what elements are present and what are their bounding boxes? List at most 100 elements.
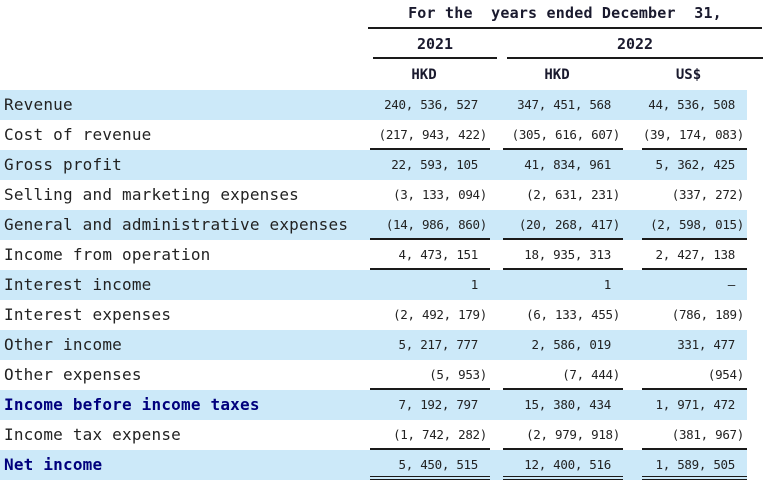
row-label: Selling and marketing expenses bbox=[4, 185, 299, 204]
table-row: Income from operation 4, 473, 151 18, 93… bbox=[0, 240, 747, 270]
row-label: Other expenses bbox=[4, 365, 142, 384]
row-label: Income before income taxes bbox=[4, 395, 260, 414]
cell-2022-hkd: (7, 444) bbox=[490, 360, 623, 390]
table-row: Net income 5, 450, 515 12, 400, 516 1, 5… bbox=[0, 450, 747, 480]
table-row: Income before income taxes 7, 192, 797 1… bbox=[0, 390, 747, 420]
cell-2021-hkd: 240, 536, 527 bbox=[370, 90, 490, 120]
value-2022-hkd: (2, 979, 918) bbox=[503, 420, 623, 450]
value-2022-hkd: (6, 133, 455) bbox=[526, 307, 620, 322]
cell-2021-hkd: 7, 192, 797 bbox=[370, 390, 490, 420]
cell-2021-hkd: (3, 133, 094) bbox=[370, 180, 490, 210]
cell-2021-hkd: (14, 986, 860) bbox=[370, 210, 490, 240]
cell-2022-hkd: 41, 834, 961 bbox=[490, 150, 623, 180]
value-2022-hkd: (2, 631, 231) bbox=[526, 187, 620, 202]
row-label: General and administrative expenses bbox=[4, 215, 349, 234]
value-2022-usd: 331, 477 bbox=[677, 337, 735, 352]
value-2021-hkd: 22, 593, 105 bbox=[391, 157, 478, 172]
cell-2022-usd: 1, 589, 505 bbox=[623, 450, 747, 480]
value-2022-hkd: 12, 400, 516 bbox=[503, 450, 623, 480]
cell-2022-hkd: 18, 935, 313 bbox=[490, 240, 623, 270]
value-2021-hkd: 5, 450, 515 bbox=[370, 450, 490, 480]
value-2021-hkd: (14, 986, 860) bbox=[370, 210, 490, 240]
table-row: Interest expenses (2, 492, 179) (6, 133,… bbox=[0, 300, 747, 330]
table-row: Cost of revenue (217, 943, 422) (305, 61… bbox=[0, 120, 747, 150]
cell-2022-usd: 5, 362, 425 bbox=[623, 150, 747, 180]
value-2022-hkd: 2, 586, 019 bbox=[531, 337, 612, 352]
cell-2022-hkd: (6, 133, 455) bbox=[490, 300, 623, 330]
cell-2021-hkd: 1 bbox=[370, 270, 490, 300]
cell-2021-hkd: (5, 953) bbox=[370, 360, 490, 390]
table-row: Gross profit 22, 593, 105 41, 834, 961 5… bbox=[0, 150, 747, 180]
value-2022-usd: 1, 971, 472 bbox=[655, 397, 736, 412]
table-row: Revenue 240, 536, 527 347, 451, 568 44, … bbox=[0, 90, 747, 120]
cell-2022-hkd: 15, 380, 434 bbox=[490, 390, 623, 420]
cell-2022-usd: (954) bbox=[623, 360, 747, 390]
row-label: Income from operation bbox=[4, 245, 211, 264]
cell-2021-hkd: (2, 492, 179) bbox=[370, 300, 490, 330]
value-2022-usd: (954) bbox=[642, 360, 747, 390]
value-2022-usd: (786, 189) bbox=[671, 307, 745, 322]
cell-2022-hkd: (20, 268, 417) bbox=[490, 210, 623, 240]
cell-2022-hkd: (305, 616, 607) bbox=[490, 120, 623, 150]
cell-2022-usd: — bbox=[623, 270, 747, 300]
value-2022-hkd: 15, 380, 434 bbox=[524, 397, 611, 412]
row-label: Interest income bbox=[4, 275, 152, 294]
cell-2022-hkd: 2, 586, 019 bbox=[490, 330, 623, 360]
value-2021-hkd: 5, 217, 777 bbox=[398, 337, 479, 352]
cell-2022-usd: 1, 971, 472 bbox=[623, 390, 747, 420]
value-2022-usd: (381, 967) bbox=[642, 420, 747, 450]
value-2021-hkd: 4, 473, 151 bbox=[370, 240, 490, 270]
value-2022-hkd: 347, 451, 568 bbox=[517, 97, 611, 112]
table-row: Other income 5, 217, 777 2, 586, 019 331… bbox=[0, 330, 747, 360]
row-label: Income tax expense bbox=[4, 425, 181, 444]
currency-header-hkd-2022: HKD bbox=[544, 67, 570, 83]
cell-2021-hkd: 22, 593, 105 bbox=[370, 150, 490, 180]
cell-2022-usd: (39, 174, 083) bbox=[623, 120, 747, 150]
cell-2022-usd: 44, 536, 508 bbox=[623, 90, 747, 120]
cell-2021-hkd: (1, 742, 282) bbox=[370, 420, 490, 450]
table-row: Other expenses (5, 953) (7, 444) (954) bbox=[0, 360, 747, 390]
table-row: General and administrative expenses (14,… bbox=[0, 210, 747, 240]
value-2022-usd: (337, 272) bbox=[671, 187, 745, 202]
value-2022-hkd: 41, 834, 961 bbox=[524, 157, 611, 172]
table-row: Interest income 1 1 — bbox=[0, 270, 747, 300]
value-2022-usd: 2, 427, 138 bbox=[642, 240, 747, 270]
cell-2022-usd: (337, 272) bbox=[623, 180, 747, 210]
cell-2022-hkd: (2, 631, 231) bbox=[490, 180, 623, 210]
year-header-2021: 2021 bbox=[373, 31, 497, 59]
value-2021-hkd: 7, 192, 797 bbox=[398, 397, 479, 412]
value-2022-usd: 5, 362, 425 bbox=[655, 157, 736, 172]
value-2021-hkd: (5, 953) bbox=[370, 360, 490, 390]
cell-2022-usd: 331, 477 bbox=[623, 330, 747, 360]
value-2021-hkd: (3, 133, 094) bbox=[393, 187, 487, 202]
statement-rows: Revenue 240, 536, 527 347, 451, 568 44, … bbox=[0, 90, 764, 480]
year-header-2022: 2022 bbox=[507, 31, 763, 59]
value-2022-hkd: (305, 616, 607) bbox=[503, 120, 623, 150]
cell-2022-hkd: (2, 979, 918) bbox=[490, 420, 623, 450]
cell-2021-hkd: (217, 943, 422) bbox=[370, 120, 490, 150]
value-2022-hkd: (20, 268, 417) bbox=[503, 210, 623, 240]
row-label: Interest expenses bbox=[4, 305, 172, 324]
cell-2022-usd: (381, 967) bbox=[623, 420, 747, 450]
value-2022-hkd: 1 bbox=[603, 277, 612, 292]
cell-2021-hkd: 4, 473, 151 bbox=[370, 240, 490, 270]
cell-2022-usd: (2, 598, 015) bbox=[623, 210, 747, 240]
cell-2022-hkd: 347, 451, 568 bbox=[490, 90, 623, 120]
value-2022-usd: 44, 536, 508 bbox=[648, 97, 735, 112]
cell-2021-hkd: 5, 217, 777 bbox=[370, 330, 490, 360]
cell-2022-hkd: 12, 400, 516 bbox=[490, 450, 623, 480]
value-2022-usd: 1, 589, 505 bbox=[642, 450, 747, 480]
value-2021-hkd: 1 bbox=[470, 277, 479, 292]
currency-header-hkd-2021: HKD bbox=[411, 67, 437, 83]
value-2022-usd: (39, 174, 083) bbox=[642, 120, 747, 150]
value-2021-hkd: 240, 536, 527 bbox=[384, 97, 478, 112]
table-title: For the years ended December 31, bbox=[368, 0, 762, 29]
row-label: Net income bbox=[4, 455, 103, 474]
value-2021-hkd: (217, 943, 422) bbox=[370, 120, 490, 150]
value-2022-hkd: (7, 444) bbox=[503, 360, 623, 390]
cell-2021-hkd: 5, 450, 515 bbox=[370, 450, 490, 480]
row-label: Gross profit bbox=[4, 155, 122, 174]
currency-header-usd-2022: US$ bbox=[675, 67, 702, 83]
table-row: Selling and marketing expenses (3, 133, … bbox=[0, 180, 747, 210]
